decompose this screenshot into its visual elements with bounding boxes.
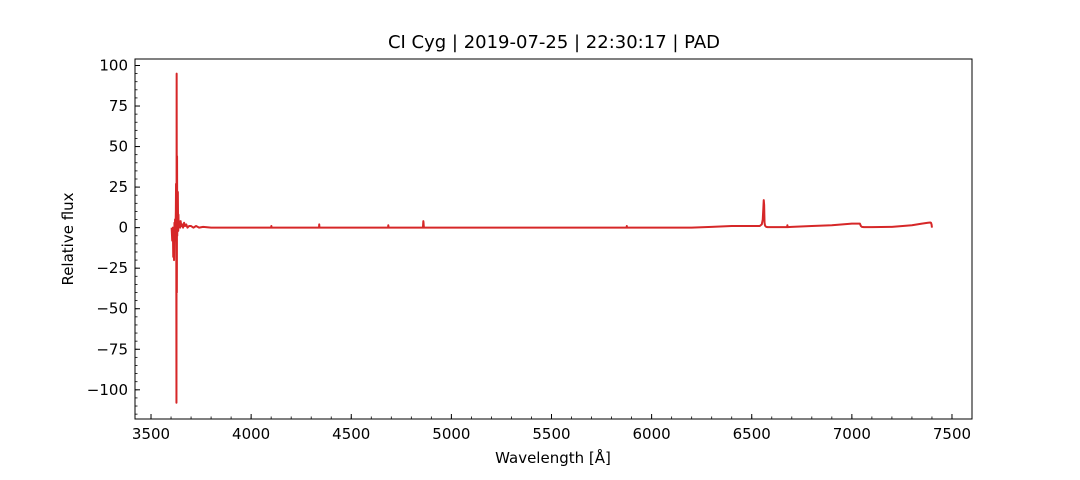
y-tick-label: 0 xyxy=(118,219,128,237)
axes-frame xyxy=(134,58,973,420)
x-tick-label: 5500 xyxy=(532,425,570,443)
y-axis-label: Relative flux xyxy=(59,192,77,285)
x-axis-ticks: 3500 4000 4500 5000 5500 6000 6500 7000 7500 xyxy=(132,414,973,443)
y-tick-label: −75 xyxy=(96,340,128,358)
y-tick-label: −100 xyxy=(87,381,128,399)
x-tick-label: 4000 xyxy=(232,425,270,443)
x-tick-label: 7500 xyxy=(933,425,971,443)
plot-area xyxy=(170,72,933,404)
chart-title: CI Cyg | 2019-07-25 | 22:30:17 | PAD xyxy=(388,32,720,53)
y-axis-ticks: 100 75 50 25 0 −25 −50 −75 −100 xyxy=(87,56,140,415)
y-tick-label: 25 xyxy=(109,178,128,196)
x-axis-label: Wavelength [Å] xyxy=(495,448,611,467)
x-tick-label: 3500 xyxy=(132,425,170,443)
y-tick-label: −25 xyxy=(96,259,128,277)
y-tick-label: 100 xyxy=(99,56,128,74)
x-tick-label: 4500 xyxy=(332,425,370,443)
x-tick-label: 6500 xyxy=(733,425,771,443)
y-tick-label: 50 xyxy=(109,138,128,156)
y-tick-label: −50 xyxy=(96,300,128,318)
y-tick-label: 75 xyxy=(109,97,128,115)
x-tick-label: 6000 xyxy=(633,425,671,443)
spectrum-line xyxy=(170,72,933,404)
x-tick-label: 7000 xyxy=(833,425,871,443)
x-tick-label: 5000 xyxy=(432,425,470,443)
